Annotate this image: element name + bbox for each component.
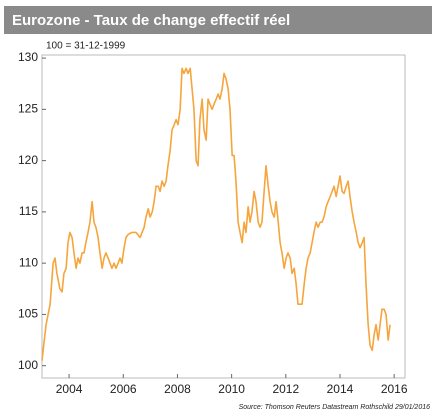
y-tick-label: 115 (19, 204, 38, 218)
x-tick-label: 2014 (327, 382, 354, 396)
y-tick-label: 110 (19, 255, 38, 269)
y-tick-label: 130 (18, 50, 38, 64)
plot-frame (41, 54, 406, 379)
x-tick-label: 2006 (110, 382, 137, 396)
y-tick-label: 105 (18, 307, 38, 321)
x-tick-label: 2004 (56, 382, 83, 396)
y-tick-label: 120 (18, 153, 38, 167)
x-tick-label: 2012 (272, 382, 299, 396)
subtitle: 100 = 31-12-1999 (46, 41, 126, 52)
title-bar (4, 6, 432, 34)
x-tick-label: 2008 (164, 382, 191, 396)
y-tick-label: 125 (18, 102, 38, 116)
x-tick-label: 2016 (381, 382, 408, 396)
source: Source: Thomson Reuters Datastream Roths… (239, 404, 431, 411)
chart-title: Eurozone - Taux de change effectif réel (12, 12, 290, 29)
x-tick-label: 2010 (218, 382, 245, 396)
y-tick-label: 100 (18, 358, 38, 372)
series-line (41, 67, 391, 361)
